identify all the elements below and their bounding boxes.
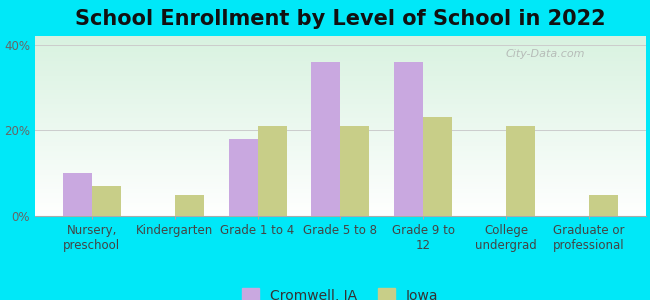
Legend: Cromwell, IA, Iowa: Cromwell, IA, Iowa [242,288,439,300]
Bar [311,62,341,216]
Bar [175,195,203,216]
Bar [589,195,618,216]
Bar [395,62,423,216]
Title: School Enrollment by Level of School in 2022: School Enrollment by Level of School in … [75,9,606,29]
Text: City-Data.com: City-Data.com [505,49,585,58]
Bar [506,126,535,216]
Bar [229,139,257,216]
Bar [92,186,121,216]
Bar [257,126,287,216]
Bar [63,173,92,216]
Bar [341,126,369,216]
Bar [423,117,452,216]
